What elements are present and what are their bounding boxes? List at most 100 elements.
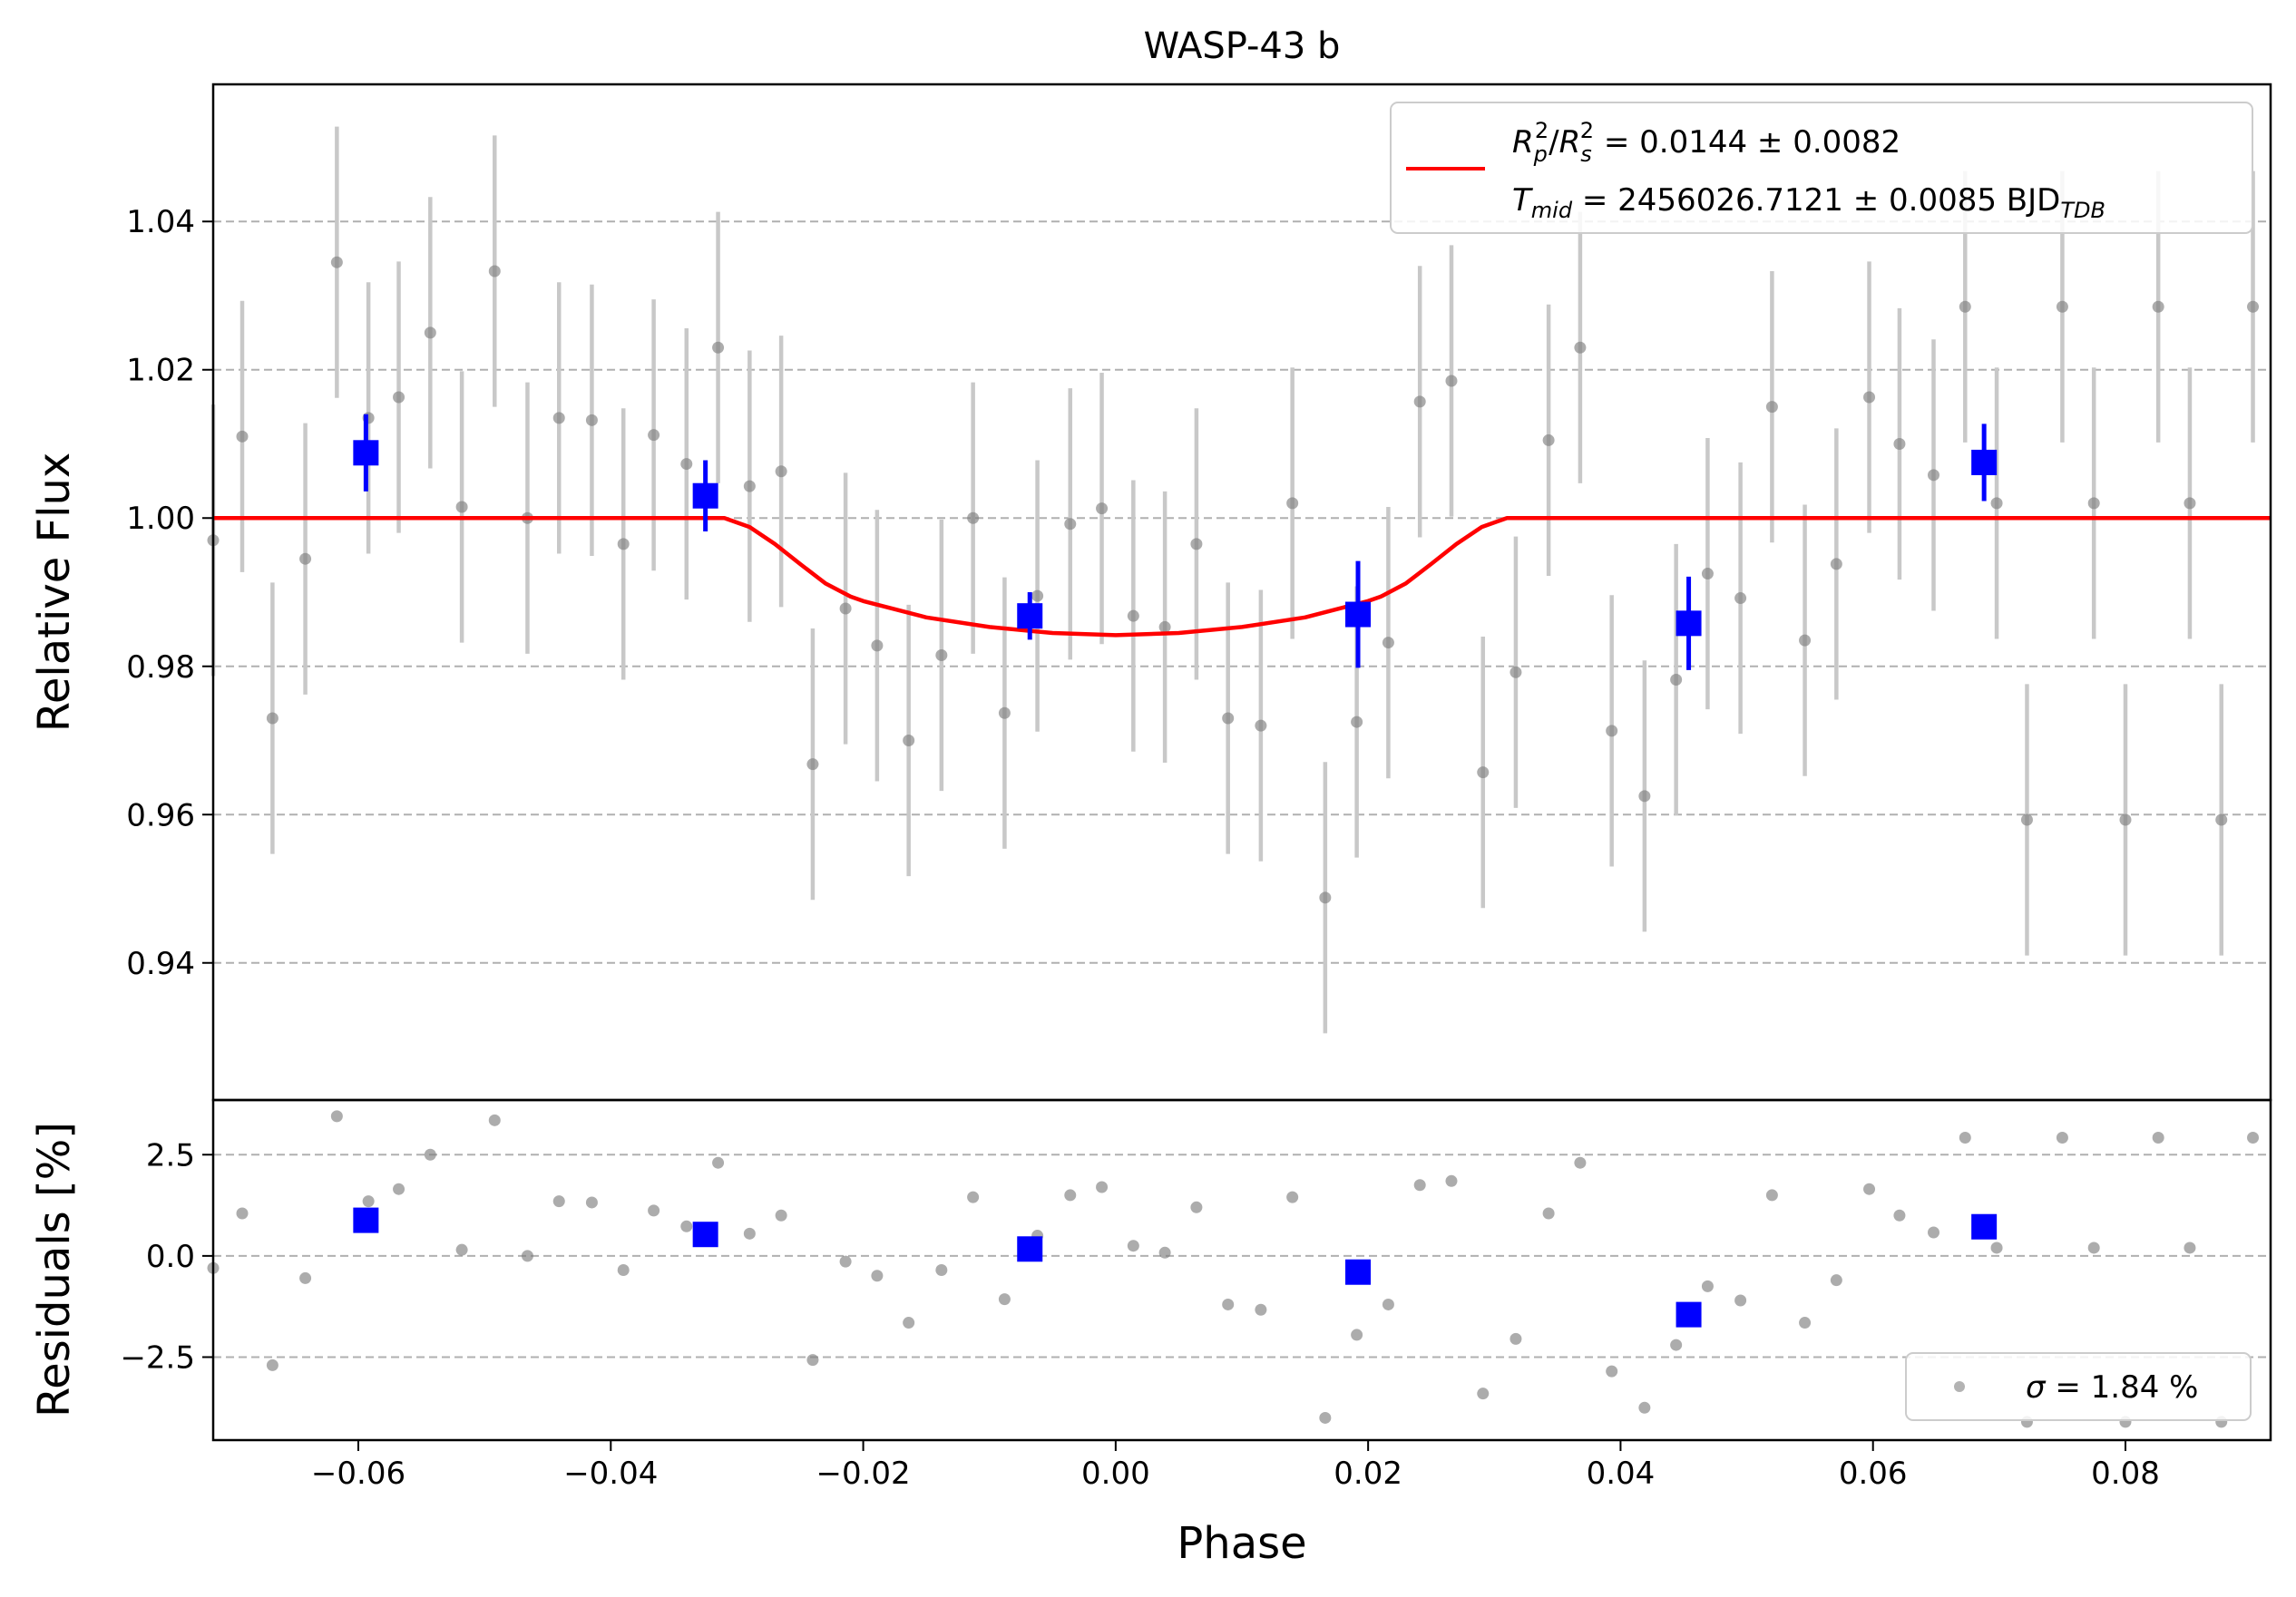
residual-raw-point — [2152, 1132, 2164, 1144]
residual-raw-point — [1830, 1274, 1842, 1287]
residual-raw-point — [455, 1243, 468, 1256]
residuals-y-tick-label: 0.0 — [146, 1239, 195, 1275]
residuals-y-axis-title: Residuals [%] — [29, 1122, 80, 1417]
legend-tmid-t: T — [1512, 182, 1533, 219]
residuals-panel-frame — [211, 1098, 2272, 1442]
legend-depth-value: = 0.0144 ± 0.0082 — [1594, 124, 1900, 161]
residual-raw-point — [1509, 1332, 1522, 1345]
flux-raw-point — [1734, 592, 1747, 605]
residual-raw-point — [2184, 1242, 2196, 1254]
residual-binned-point — [1017, 1236, 1043, 1262]
flux-raw-point — [680, 458, 693, 471]
flux-raw-point — [2087, 497, 2100, 510]
flux-raw-point — [488, 265, 501, 278]
legend-depth-r1: R — [1512, 124, 1534, 161]
flux-binned-point — [1676, 610, 1702, 637]
residual-raw-point — [806, 1354, 819, 1367]
residual-raw-point — [1542, 1207, 1555, 1220]
flux-raw-point — [1064, 518, 1077, 531]
legend-tmid-unit-sub: TDB — [2060, 198, 2105, 223]
residual-raw-point — [1064, 1189, 1077, 1202]
flux-raw-point — [743, 480, 756, 492]
flux-raw-point — [1574, 341, 1587, 354]
flux-raw-point — [1477, 766, 1490, 779]
residual-binned-point — [1345, 1259, 1372, 1285]
residual-raw-point — [1255, 1303, 1267, 1316]
residual-raw-point — [1959, 1132, 1971, 1144]
flux-raw-point — [1286, 497, 1299, 510]
flux-raw-point — [1319, 891, 1332, 904]
residuals-legend: σ = 1.84 % — [1905, 1352, 2252, 1421]
flux-raw-point — [935, 648, 948, 661]
flux-y-tick-label: 1.00 — [126, 501, 195, 537]
flux-y-tick-label: 0.98 — [126, 649, 195, 686]
x-tick-label: 0.02 — [1334, 1456, 1402, 1492]
flux-raw-point — [1638, 790, 1651, 803]
transit-model-line — [213, 515, 2271, 638]
x-tick-label: −0.06 — [311, 1456, 405, 1492]
residual-raw-point — [521, 1250, 533, 1262]
legend: Rp2/Rs2 = 0.0144 ± 0.0082 Tmid = 2456026… — [1390, 102, 2253, 234]
flux-raw-point — [775, 465, 787, 478]
flux-raw-point — [1509, 666, 1522, 678]
flux-binned-point — [1017, 603, 1043, 629]
residuals-y-tick-label: −2.5 — [120, 1339, 195, 1376]
flux-raw-point — [2020, 813, 2033, 826]
residual-raw-point — [1574, 1156, 1587, 1169]
flux-raw-point — [330, 256, 343, 268]
x-tick-label: −0.02 — [816, 1456, 910, 1492]
residual-raw-point — [1765, 1189, 1778, 1202]
legend-tmid-label: Tmid = 2456026.7121 ± 0.0085 BJDTDB — [1512, 182, 2105, 223]
legend-depth-sup-2: 2 — [1580, 118, 1594, 143]
residuals-binned-points — [353, 1207, 1998, 1328]
flux-raw-point — [712, 341, 725, 354]
residual-raw-point — [839, 1255, 852, 1268]
flux-raw-point — [1542, 433, 1555, 446]
flux-raw-point — [2056, 300, 2068, 313]
flux-binned-point — [353, 440, 379, 466]
residual-raw-point — [488, 1114, 501, 1126]
x-axis-title: Phase — [1177, 1518, 1306, 1569]
flux-raw-point — [2247, 300, 2260, 313]
flux-raw-point — [648, 429, 660, 442]
residual-raw-point — [552, 1195, 565, 1208]
residual-raw-point — [2087, 1242, 2100, 1254]
flux-raw-point — [998, 706, 1011, 719]
residual-raw-point — [393, 1183, 405, 1195]
residual-binned-point — [1971, 1213, 1998, 1240]
flux-raw-point — [236, 430, 249, 443]
legend-depth-sub-p: p — [1533, 141, 1548, 167]
flux-y-tick-label: 1.04 — [126, 204, 195, 240]
x-tick-label: 0.06 — [1839, 1456, 1908, 1492]
flux-raw-point — [1670, 673, 1683, 686]
flux-raw-point — [1445, 375, 1458, 387]
legend-tmid-sub: mid — [1531, 198, 1573, 223]
residual-raw-point — [1701, 1280, 1714, 1292]
flux-raw-point — [2184, 497, 2196, 510]
flux-raw-point — [2119, 813, 2132, 826]
residual-raw-point — [712, 1156, 725, 1169]
residuals-legend-sigma: σ — [2026, 1369, 2047, 1406]
flux-raw-point — [1222, 712, 1235, 725]
residual-raw-point — [266, 1358, 278, 1371]
residual-binned-point — [353, 1207, 379, 1233]
flux-y-tick-label: 0.94 — [126, 946, 195, 982]
residual-raw-point — [1127, 1240, 1139, 1252]
flux-binned-points — [353, 414, 1998, 670]
residual-raw-point — [1190, 1201, 1203, 1213]
residual-raw-point — [617, 1264, 630, 1276]
residual-raw-point — [648, 1204, 660, 1217]
flux-binned-point — [692, 482, 718, 509]
chart-title: WASP-43 b — [1144, 25, 1341, 67]
flux-y-tick-label: 1.02 — [126, 353, 195, 389]
flux-raw-point — [1382, 637, 1394, 649]
flux-raw-point — [585, 414, 598, 426]
legend-depth-sup-1: 2 — [1535, 118, 1549, 143]
flux-raw-point — [1096, 502, 1109, 515]
x-tick-label: 0.08 — [2091, 1456, 2160, 1492]
residual-raw-point — [1445, 1174, 1458, 1187]
flux-raw-point — [1959, 300, 1971, 313]
residual-raw-point — [362, 1195, 375, 1208]
residual-raw-point — [1670, 1339, 1683, 1351]
residual-raw-point — [871, 1270, 884, 1282]
